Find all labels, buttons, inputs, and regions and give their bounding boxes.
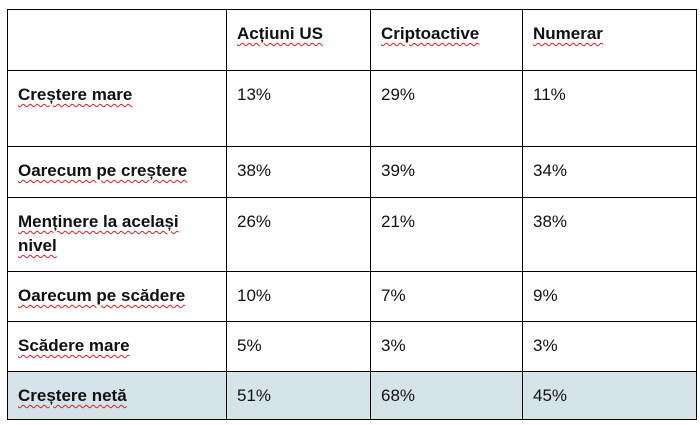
- header-cell-empty: [7, 9, 227, 71]
- cell-value: 68%: [370, 371, 523, 420]
- table-row-net-growth: Creștere netă 51% 68% 45%: [7, 371, 697, 420]
- cell-value: 39%: [370, 146, 523, 198]
- row-label: Oarecum pe creștere: [7, 146, 227, 198]
- header-label: Acțiuni US: [237, 24, 323, 43]
- table-row: Scădere mare 5% 3% 3%: [7, 321, 697, 372]
- cell-value: 9%: [522, 271, 697, 322]
- cell-value: 5%: [226, 321, 371, 372]
- cell-value: 51%: [226, 371, 371, 420]
- cell-value: 45%: [522, 371, 697, 420]
- cell-value: 11%: [522, 70, 697, 147]
- header-label: Numerar: [533, 24, 603, 43]
- header-label: Criptoactive: [381, 24, 480, 43]
- table-row: Menținere la același nivel 26% 21% 38%: [7, 197, 697, 272]
- cell-value: 3%: [370, 321, 523, 372]
- results-table: Acțiuni US Criptoactive Numerar Creștere…: [7, 9, 697, 420]
- row-label: Scădere mare: [7, 321, 227, 372]
- row-label: Menținere la același nivel: [7, 197, 227, 272]
- cell-value: 3%: [522, 321, 697, 372]
- cell-value: 7%: [370, 271, 523, 322]
- header-cell-criptoactive: Criptoactive: [370, 9, 523, 71]
- table-row: Oarecum pe creștere 38% 39% 34%: [7, 146, 697, 198]
- cell-value: 10%: [226, 271, 371, 322]
- cell-value: 26%: [226, 197, 371, 272]
- table-row: Creștere mare 13% 29% 11%: [7, 70, 697, 147]
- header-cell-actiuni-us: Acțiuni US: [226, 9, 371, 71]
- cell-value: 29%: [370, 70, 523, 147]
- cell-value: 13%: [226, 70, 371, 147]
- cell-value: 38%: [522, 197, 697, 272]
- row-label: Creștere netă: [7, 371, 227, 420]
- cell-value: 38%: [226, 146, 371, 198]
- row-label: Creștere mare: [7, 70, 227, 147]
- cell-value: 21%: [370, 197, 523, 272]
- table-header-row: Acțiuni US Criptoactive Numerar: [7, 9, 697, 71]
- header-cell-numerar: Numerar: [522, 9, 697, 71]
- table-row: Oarecum pe scădere 10% 7% 9%: [7, 271, 697, 322]
- cell-value: 34%: [522, 146, 697, 198]
- row-label: Oarecum pe scădere: [7, 271, 227, 322]
